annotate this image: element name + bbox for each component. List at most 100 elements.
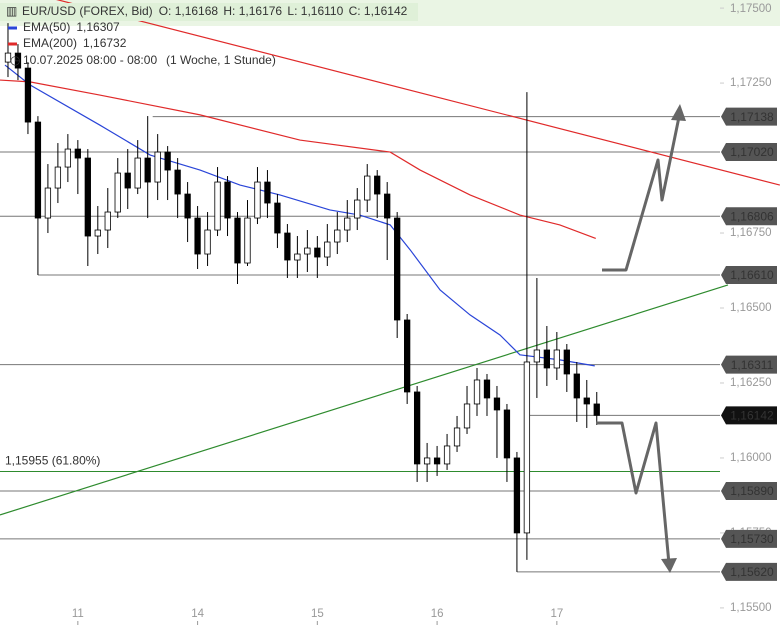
candle-body <box>513 457 521 534</box>
candle-body <box>194 217 201 255</box>
candle-body <box>324 241 331 258</box>
candle-body <box>264 181 271 204</box>
chart-title: EUR/USD (FOREX, Bid) <box>22 4 153 18</box>
x-tick-label: 11 <box>72 608 84 620</box>
level-label: 1,16806 <box>730 209 774 223</box>
candle-body <box>4 52 12 63</box>
candle-body <box>523 361 531 534</box>
legend-name: EMA(200) <box>23 36 77 50</box>
candle-body <box>543 349 551 369</box>
candle-body <box>84 157 91 237</box>
candle-body <box>483 379 491 399</box>
projection-arrows <box>596 104 686 573</box>
chart-icon: ▥ <box>6 4 17 18</box>
candle-body <box>384 193 391 219</box>
period: (1 Woche, 1 Stunde) <box>166 53 276 67</box>
candle-body <box>204 229 211 255</box>
y-tick-label: 1,16250 <box>730 377 772 389</box>
level-label: 1,15890 <box>730 484 774 498</box>
y-tick-label: 1,17250 <box>730 77 772 89</box>
title-box <box>0 3 418 21</box>
level-box <box>721 355 777 374</box>
candle-body <box>274 202 281 234</box>
candle-body <box>374 175 381 195</box>
candle-body <box>413 391 421 465</box>
candle-body <box>583 397 590 405</box>
candle-body <box>404 319 411 393</box>
candle-body <box>593 403 600 416</box>
level-label: 1,15620 <box>730 565 774 579</box>
legend-value: 1,16732 <box>83 36 127 50</box>
candle-body <box>443 445 451 465</box>
candle-body <box>493 397 501 411</box>
candle-body <box>144 157 151 183</box>
candle-body <box>334 229 341 243</box>
trendline <box>0 284 729 516</box>
y-tick-label: 1,15500 <box>730 602 772 614</box>
candle-body <box>294 253 301 261</box>
subtitle: 10.07.2025 08:00 - 08:00 <box>23 53 157 67</box>
arrow-head <box>671 104 686 121</box>
legend-value: 1,16307 <box>76 20 120 34</box>
candle-body <box>284 232 291 261</box>
legend-name: EMA(50) <box>23 20 70 34</box>
candle-body <box>24 67 32 123</box>
candle-body <box>164 151 171 171</box>
level-box <box>721 529 777 548</box>
ema-line <box>4 64 595 367</box>
level-box <box>721 266 777 285</box>
candle-body <box>104 211 111 231</box>
candle-body <box>473 379 481 405</box>
x-tick-label: 16 <box>431 608 444 620</box>
price-axis: 1,17500 1,17250 1,16750 1,16500 1,16250 1,160… <box>72 3 777 625</box>
candle-body <box>573 373 580 399</box>
level-label: 1,17138 <box>730 110 774 124</box>
candle-body <box>394 217 401 321</box>
candle-body <box>244 217 251 264</box>
level-box <box>721 107 777 126</box>
candle-body <box>34 121 42 219</box>
arrow-head <box>661 558 677 573</box>
level-label: 1,15730 <box>730 532 774 546</box>
y-tick-label: 1,16500 <box>730 302 772 314</box>
level-label: 1,16610 <box>730 268 774 282</box>
x-tick-label: 14 <box>191 608 204 620</box>
down-arrow <box>596 421 671 565</box>
ema-line <box>0 79 596 239</box>
candle-body <box>553 349 560 369</box>
candle-body <box>254 181 261 219</box>
plot-area: 1,15955 (61.80%) <box>0 0 780 573</box>
level-box <box>721 481 777 500</box>
candle-body <box>154 151 161 183</box>
candle-body <box>463 403 471 429</box>
level-label: 1,15955 (61.80%) <box>5 454 100 468</box>
level-label: 1,16311 <box>731 358 774 372</box>
candle-body <box>44 187 52 219</box>
candle-body <box>433 457 441 465</box>
header: ▥ EUR/USD (FOREX, Bid) ◷ 10.07.2025 08:0… <box>0 3 418 67</box>
quote-value: H: 1,16176 <box>223 4 282 18</box>
candle-body <box>114 172 121 213</box>
candle-body <box>344 217 351 231</box>
y-tick-label: 1,17500 <box>730 3 772 15</box>
x-tick-label: 15 <box>311 608 324 620</box>
candle-body <box>364 175 371 201</box>
clock-icon: ◷ <box>10 53 20 67</box>
level-box <box>721 143 777 162</box>
quote-value: L: 1,16110 <box>287 4 343 18</box>
candle-body <box>304 247 311 255</box>
candle-body <box>533 349 541 363</box>
x-tick-label: 17 <box>550 608 563 620</box>
candle-body <box>224 181 231 219</box>
candle-body <box>54 166 62 189</box>
candle-body <box>354 199 361 219</box>
candle-body <box>563 349 570 375</box>
candle-body <box>453 427 461 447</box>
level-label: 1,16142 <box>730 409 774 423</box>
candle-body <box>94 229 101 237</box>
level-box <box>721 562 777 581</box>
candle-body <box>74 148 81 159</box>
candle-body <box>184 193 191 219</box>
y-tick-label: 1,16750 <box>730 227 772 239</box>
level-box <box>721 207 777 226</box>
